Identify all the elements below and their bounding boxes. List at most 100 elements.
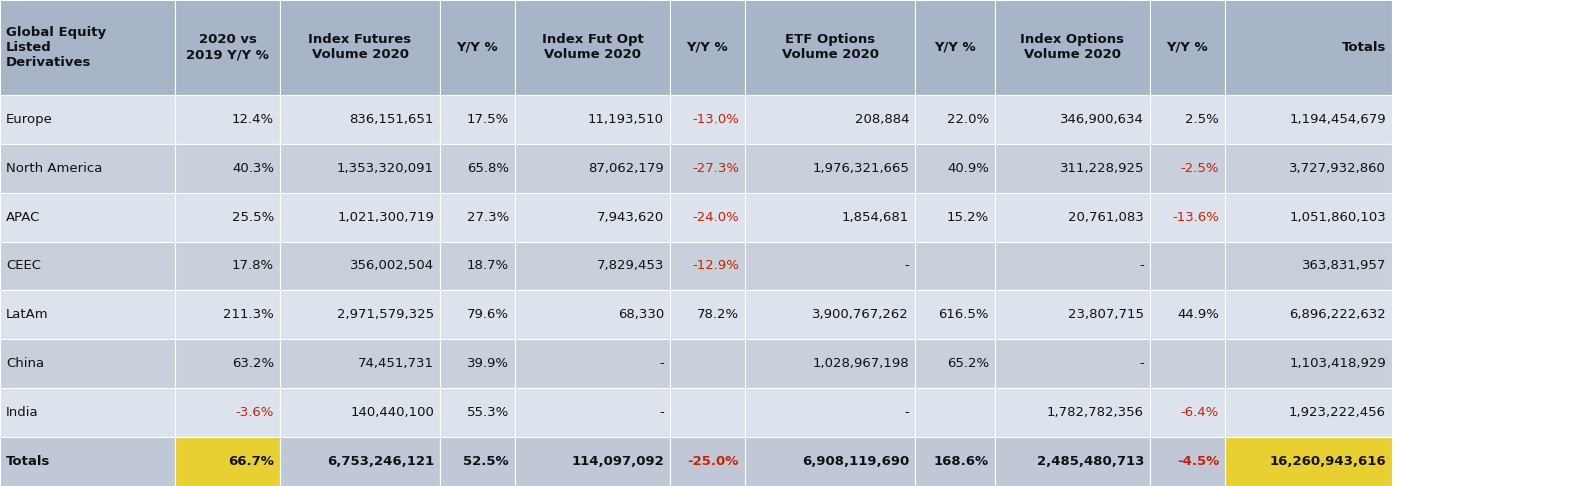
Bar [514,437,670,486]
Text: India: India [6,406,38,419]
Text: 17.8%: 17.8% [232,260,274,273]
Bar [670,144,745,192]
Bar [670,437,745,486]
Text: 12.4%: 12.4% [232,113,274,126]
Bar [745,95,915,144]
Text: CEEC: CEEC [6,260,41,273]
Bar [1149,291,1224,339]
Bar [439,242,514,291]
Bar [1149,388,1224,437]
Text: 211.3%: 211.3% [223,308,274,321]
Text: Europe: Europe [6,113,53,126]
Text: -4.5%: -4.5% [1176,455,1219,468]
Bar [439,291,514,339]
Bar [745,437,915,486]
Bar [915,242,995,291]
Text: 2.5%: 2.5% [1186,113,1219,126]
Bar [915,144,995,192]
Bar [995,339,1149,388]
Text: -3.6%: -3.6% [236,406,274,419]
Bar [439,192,514,242]
Text: Global Equity
Listed
Derivatives: Global Equity Listed Derivatives [6,26,107,69]
Text: 23,807,715: 23,807,715 [1068,308,1145,321]
Text: Y/Y %: Y/Y % [935,41,976,54]
Text: -27.3%: -27.3% [693,162,739,174]
Bar [514,242,670,291]
Text: -: - [659,406,664,419]
Bar [670,95,745,144]
Bar [995,437,1149,486]
Bar [915,0,995,95]
Text: -2.5%: -2.5% [1181,162,1219,174]
Text: 616.5%: 616.5% [939,308,989,321]
Bar [995,242,1149,291]
Bar [995,192,1149,242]
Text: North America: North America [6,162,102,174]
Text: -: - [904,260,909,273]
Bar [175,242,280,291]
Text: 2,485,480,713: 2,485,480,713 [1036,455,1145,468]
Text: 87,062,179: 87,062,179 [589,162,664,174]
Bar [670,291,745,339]
Bar [0,242,175,291]
Text: 2020 vs
2019 Y/Y %: 2020 vs 2019 Y/Y % [186,34,269,61]
Text: Index Fut Opt
Volume 2020: Index Fut Opt Volume 2020 [541,34,643,61]
Text: 16,260,943,616: 16,260,943,616 [1269,455,1387,468]
Bar [745,291,915,339]
Bar [915,437,995,486]
Text: 1,854,681: 1,854,681 [842,210,909,224]
Text: -: - [659,357,664,370]
Bar [514,95,670,144]
Bar [1224,0,1391,95]
Bar [745,192,915,242]
Bar [1224,339,1391,388]
Text: 2,971,579,325: 2,971,579,325 [338,308,435,321]
Bar [670,242,745,291]
Bar [439,144,514,192]
Text: -: - [904,406,909,419]
Text: 363,831,957: 363,831,957 [1302,260,1387,273]
Text: -13.0%: -13.0% [693,113,739,126]
Bar [280,339,439,388]
Text: 1,028,967,198: 1,028,967,198 [812,357,909,370]
Bar [175,339,280,388]
Text: 27.3%: 27.3% [466,210,509,224]
Bar [995,95,1149,144]
Text: ETF Options
Volume 2020: ETF Options Volume 2020 [782,34,879,61]
Bar [915,192,995,242]
Bar [514,339,670,388]
Text: LatAm: LatAm [6,308,49,321]
Text: 1,782,782,356: 1,782,782,356 [1048,406,1145,419]
Bar [514,192,670,242]
Bar [0,388,175,437]
Text: 1,051,860,103: 1,051,860,103 [1290,210,1387,224]
Text: 15.2%: 15.2% [947,210,989,224]
Bar [280,388,439,437]
Bar [514,144,670,192]
Bar [995,0,1149,95]
Text: 18.7%: 18.7% [466,260,509,273]
Text: -13.6%: -13.6% [1172,210,1219,224]
Text: 44.9%: 44.9% [1176,308,1219,321]
Text: 1,353,320,091: 1,353,320,091 [338,162,435,174]
Bar [1149,0,1224,95]
Bar [0,144,175,192]
Text: 346,900,634: 346,900,634 [1060,113,1145,126]
Text: 168.6%: 168.6% [935,455,989,468]
Text: -: - [1140,357,1145,370]
Bar [0,192,175,242]
Bar [1149,192,1224,242]
Bar [0,0,175,95]
Text: 78.2%: 78.2% [697,308,739,321]
Text: 6,908,119,690: 6,908,119,690 [802,455,909,468]
Text: Totals: Totals [6,455,51,468]
Bar [745,339,915,388]
Text: Index Options
Volume 2020: Index Options Volume 2020 [1020,34,1124,61]
Bar [1149,144,1224,192]
Bar [514,291,670,339]
Bar [670,0,745,95]
Text: Y/Y %: Y/Y % [457,41,498,54]
Text: 208,884: 208,884 [855,113,909,126]
Bar [1224,242,1391,291]
Text: 356,002,504: 356,002,504 [350,260,435,273]
